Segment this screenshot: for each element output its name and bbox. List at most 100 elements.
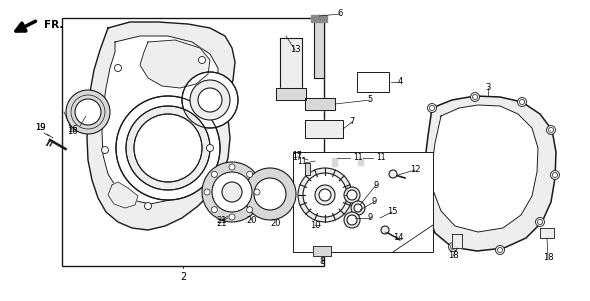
Circle shape xyxy=(206,144,214,151)
Text: 19: 19 xyxy=(35,123,45,132)
Circle shape xyxy=(244,168,296,220)
Circle shape xyxy=(303,173,347,217)
Text: 15: 15 xyxy=(387,207,397,216)
Text: 19: 19 xyxy=(35,123,45,132)
Text: 11: 11 xyxy=(297,157,307,166)
Polygon shape xyxy=(280,38,302,94)
Circle shape xyxy=(422,209,428,215)
Circle shape xyxy=(315,185,335,205)
Circle shape xyxy=(549,128,553,132)
Bar xyxy=(62,18,324,266)
Bar xyxy=(293,152,433,252)
Circle shape xyxy=(222,182,242,202)
Polygon shape xyxy=(424,96,556,251)
Circle shape xyxy=(419,157,428,166)
Circle shape xyxy=(354,204,362,212)
Text: 14: 14 xyxy=(393,234,403,243)
Text: 7: 7 xyxy=(349,117,355,126)
Circle shape xyxy=(198,57,205,64)
Circle shape xyxy=(546,126,556,135)
Circle shape xyxy=(381,226,389,234)
Circle shape xyxy=(247,207,253,213)
Text: 18: 18 xyxy=(448,252,458,260)
Circle shape xyxy=(496,246,504,255)
Circle shape xyxy=(204,189,210,195)
Text: 20: 20 xyxy=(247,216,257,225)
Text: 10: 10 xyxy=(310,221,320,229)
Circle shape xyxy=(229,214,235,220)
Circle shape xyxy=(116,96,220,200)
Text: 9: 9 xyxy=(368,213,373,222)
Circle shape xyxy=(254,178,286,210)
Text: 16: 16 xyxy=(67,126,77,135)
Text: 4: 4 xyxy=(398,77,402,86)
Circle shape xyxy=(211,207,217,213)
Circle shape xyxy=(517,98,526,107)
Polygon shape xyxy=(102,36,218,204)
Text: 9: 9 xyxy=(371,197,376,206)
Bar xyxy=(357,72,389,92)
Circle shape xyxy=(389,170,397,178)
Polygon shape xyxy=(276,88,306,100)
Circle shape xyxy=(212,172,252,212)
Circle shape xyxy=(114,64,122,72)
Polygon shape xyxy=(311,15,327,22)
Text: 11: 11 xyxy=(353,154,363,163)
Polygon shape xyxy=(313,246,331,256)
Polygon shape xyxy=(314,20,324,78)
Polygon shape xyxy=(432,105,538,232)
Text: 21: 21 xyxy=(217,216,227,225)
Circle shape xyxy=(351,201,365,215)
Text: FR.: FR. xyxy=(44,20,63,30)
Circle shape xyxy=(448,243,457,252)
Circle shape xyxy=(75,99,101,125)
Text: 9: 9 xyxy=(373,181,379,190)
Polygon shape xyxy=(108,182,138,208)
Circle shape xyxy=(298,168,352,222)
Circle shape xyxy=(497,247,503,253)
Circle shape xyxy=(520,100,525,104)
Polygon shape xyxy=(305,163,310,175)
Polygon shape xyxy=(452,234,462,248)
Circle shape xyxy=(134,114,202,182)
Polygon shape xyxy=(87,22,235,230)
Polygon shape xyxy=(332,158,337,166)
Circle shape xyxy=(182,72,238,128)
Circle shape xyxy=(552,172,558,178)
Circle shape xyxy=(347,190,357,200)
Polygon shape xyxy=(305,120,343,138)
Circle shape xyxy=(536,218,545,226)
Text: 3: 3 xyxy=(486,82,491,92)
Circle shape xyxy=(126,106,210,190)
Circle shape xyxy=(66,90,110,134)
Text: 17: 17 xyxy=(292,150,302,160)
Circle shape xyxy=(550,170,559,179)
Circle shape xyxy=(319,189,331,201)
Text: 17: 17 xyxy=(292,154,302,163)
Circle shape xyxy=(421,160,427,165)
Text: 20: 20 xyxy=(271,219,281,228)
Circle shape xyxy=(211,171,217,177)
Polygon shape xyxy=(540,228,554,238)
Circle shape xyxy=(421,207,430,216)
Circle shape xyxy=(344,212,360,228)
Text: 16: 16 xyxy=(67,126,77,135)
Circle shape xyxy=(190,80,230,120)
Circle shape xyxy=(247,171,253,177)
Circle shape xyxy=(254,189,260,195)
Circle shape xyxy=(537,219,542,225)
Circle shape xyxy=(470,92,480,101)
Circle shape xyxy=(430,105,434,110)
Circle shape xyxy=(428,104,437,113)
Text: 21: 21 xyxy=(217,219,227,228)
Text: 18: 18 xyxy=(543,253,553,262)
Text: 6: 6 xyxy=(337,10,343,18)
Polygon shape xyxy=(140,40,210,88)
Text: 2: 2 xyxy=(180,272,186,282)
Circle shape xyxy=(344,187,360,203)
Circle shape xyxy=(347,215,357,225)
Polygon shape xyxy=(358,158,363,165)
Circle shape xyxy=(451,244,455,250)
Circle shape xyxy=(198,88,222,112)
Text: 11: 11 xyxy=(376,153,386,162)
